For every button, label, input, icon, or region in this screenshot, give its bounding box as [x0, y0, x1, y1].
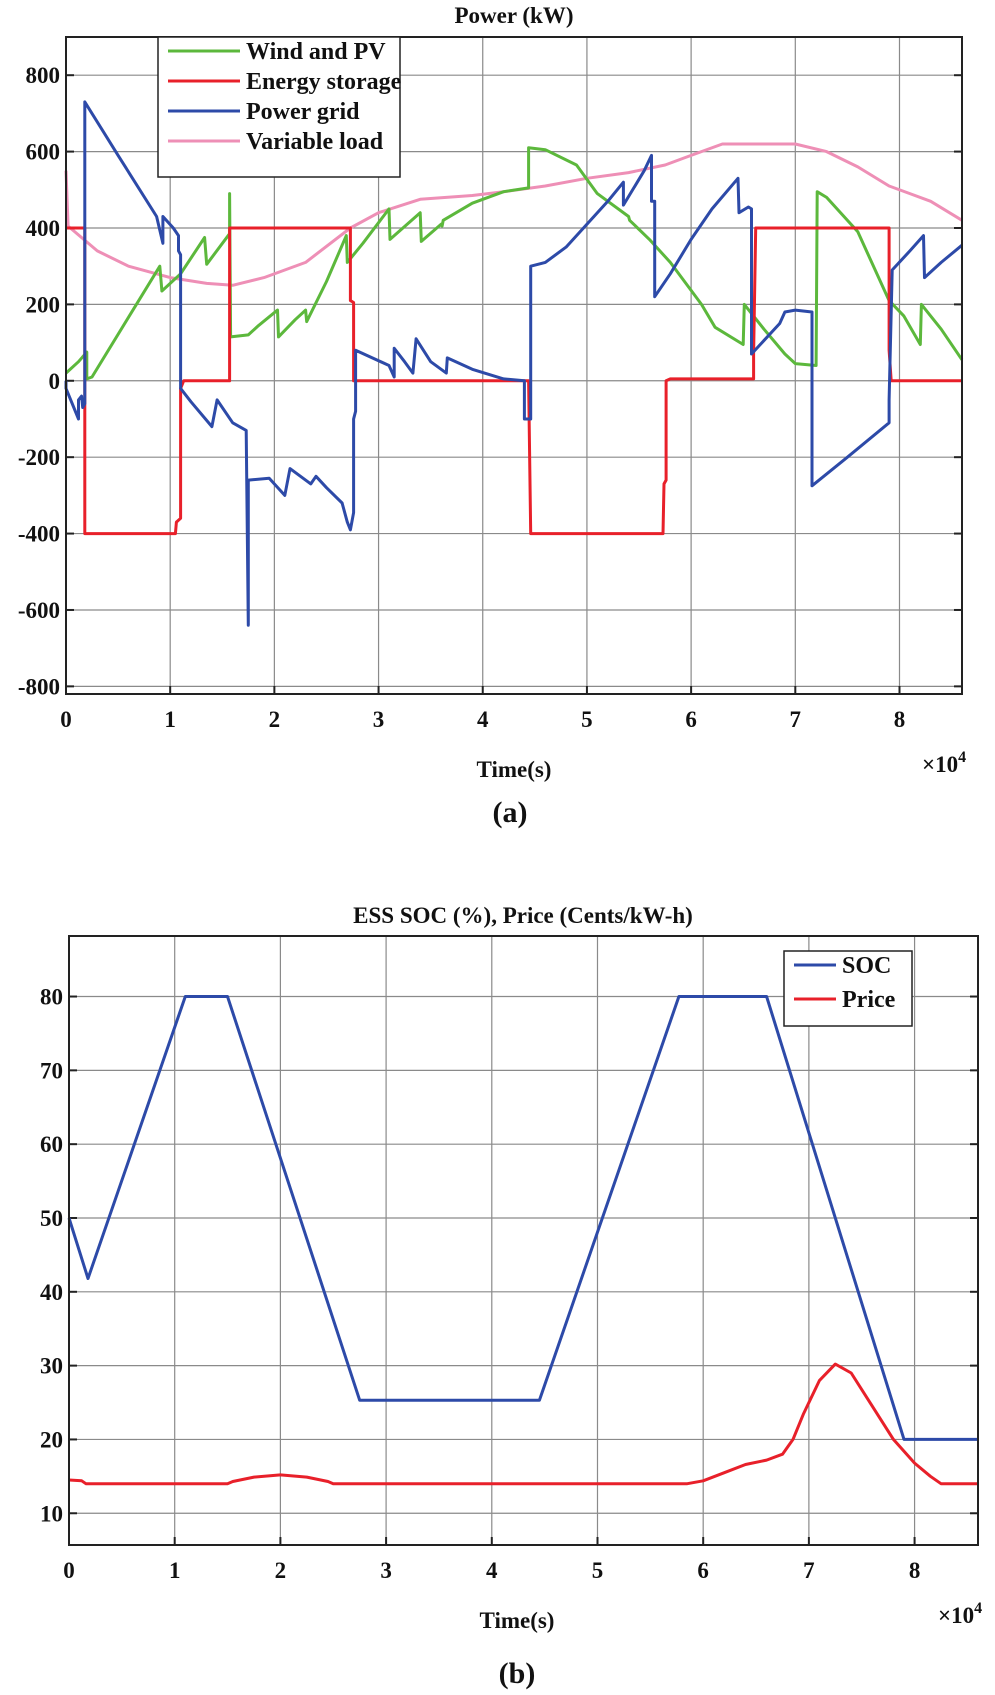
- y-tick-label: 50: [40, 1206, 63, 1231]
- chart-a-title: Power (kW): [454, 3, 573, 28]
- y-tick-label: -400: [18, 522, 60, 547]
- x-tick-label: 3: [380, 1558, 392, 1583]
- y-tick-label: 800: [26, 63, 61, 88]
- series-power-grid: [64, 100, 963, 627]
- series-price: [68, 1362, 978, 1486]
- x-tick-label: 5: [581, 707, 593, 732]
- series-soc: [67, 995, 978, 1441]
- x-tick-label: 2: [269, 707, 281, 732]
- chart-a-x-multiplier-base: ×10: [922, 752, 958, 777]
- y-tick-label: 10: [40, 1501, 63, 1526]
- chart-b-x-multiplier-base: ×10: [938, 1603, 974, 1628]
- chart-b-series: [67, 995, 978, 1486]
- chart-b: ESS SOC (%), Price (Cents/kW-h) 80706050…: [40, 903, 982, 1690]
- chart-a-x-multiplier-exp: 4: [958, 749, 966, 766]
- chart-a-legend-box: [157, 36, 401, 178]
- legend-label: Price: [842, 987, 896, 1013]
- chart-b-title: ESS SOC (%), Price (Cents/kW-h): [353, 903, 693, 928]
- x-tick-label: 2: [275, 1558, 287, 1583]
- legend-label: Power grid: [246, 99, 360, 125]
- chart-b-legend: SOC Price: [783, 950, 913, 1027]
- y-tick-label: 70: [40, 1058, 63, 1083]
- chart-a: Power (kW) 800 600 400 200 0 -200 -400 -600 -800…: [18, 3, 966, 829]
- legend-label: Energy storage: [246, 69, 402, 95]
- chart-a-x-multiplier: ×104: [922, 749, 966, 777]
- series-wind-and-pv: [64, 146, 964, 381]
- y-tick-label: 60: [40, 1132, 63, 1157]
- x-tick-label: 8: [894, 707, 906, 732]
- x-tick-label: 0: [60, 707, 72, 732]
- x-tick-label: 6: [697, 1558, 709, 1583]
- chart-a-xlabel: Time(s): [477, 757, 552, 782]
- chart-a-plot-frame: [65, 36, 963, 695]
- chart-a-legend: Wind and PV Energy storage Power grid Varia…: [157, 36, 402, 178]
- chart-b-x-multiplier: ×104: [938, 1600, 982, 1628]
- x-tick-label: 3: [373, 707, 385, 732]
- x-tick-label: 7: [803, 1558, 815, 1583]
- chart-b-x-multiplier-exp: 4: [974, 1600, 982, 1617]
- chart-b-plot-frame: [68, 935, 979, 1546]
- chart-b-xlabel: Time(s): [480, 1608, 555, 1633]
- x-tick-label: 1: [164, 707, 176, 732]
- y-tick-label: 20: [40, 1427, 63, 1452]
- y-tick-label: 200: [26, 292, 61, 317]
- chart-a-x-ticks: 0 1 2 3 4 5 6 7 8: [60, 686, 905, 732]
- x-tick-label: 8: [909, 1558, 921, 1583]
- y-tick-label: 400: [26, 216, 61, 241]
- y-tick-label: 30: [40, 1354, 63, 1379]
- panel-a-caption: (a): [493, 796, 528, 829]
- y-tick-label: 0: [49, 369, 61, 394]
- y-tick-label: 80: [40, 985, 63, 1010]
- y-tick-label: -600: [18, 598, 60, 623]
- y-tick-label: -200: [18, 445, 60, 470]
- legend-label: Variable load: [246, 129, 384, 155]
- y-tick-label: 600: [26, 140, 61, 165]
- y-tick-label: 40: [40, 1280, 63, 1305]
- x-tick-label: 1: [169, 1558, 181, 1583]
- x-tick-label: 6: [685, 707, 697, 732]
- series-energy-storage: [66, 226, 962, 536]
- x-tick-label: 0: [63, 1558, 75, 1583]
- panel-b-caption: (b): [499, 1657, 536, 1690]
- chart-b-x-ticks: 0 1 2 3 4 5 6 7 8: [63, 1537, 920, 1583]
- x-tick-label: 5: [592, 1558, 604, 1583]
- y-tick-label: -800: [18, 674, 60, 699]
- chart-b-y-ticks: 80 70 60 50 40 30 20 10: [40, 985, 978, 1526]
- legend-label: Wind and PV: [246, 39, 386, 65]
- x-tick-label: 4: [477, 707, 489, 732]
- chart-a-series: [64, 100, 964, 627]
- legend-label: SOC: [842, 953, 891, 979]
- x-tick-label: 4: [486, 1558, 498, 1583]
- x-tick-label: 7: [790, 707, 802, 732]
